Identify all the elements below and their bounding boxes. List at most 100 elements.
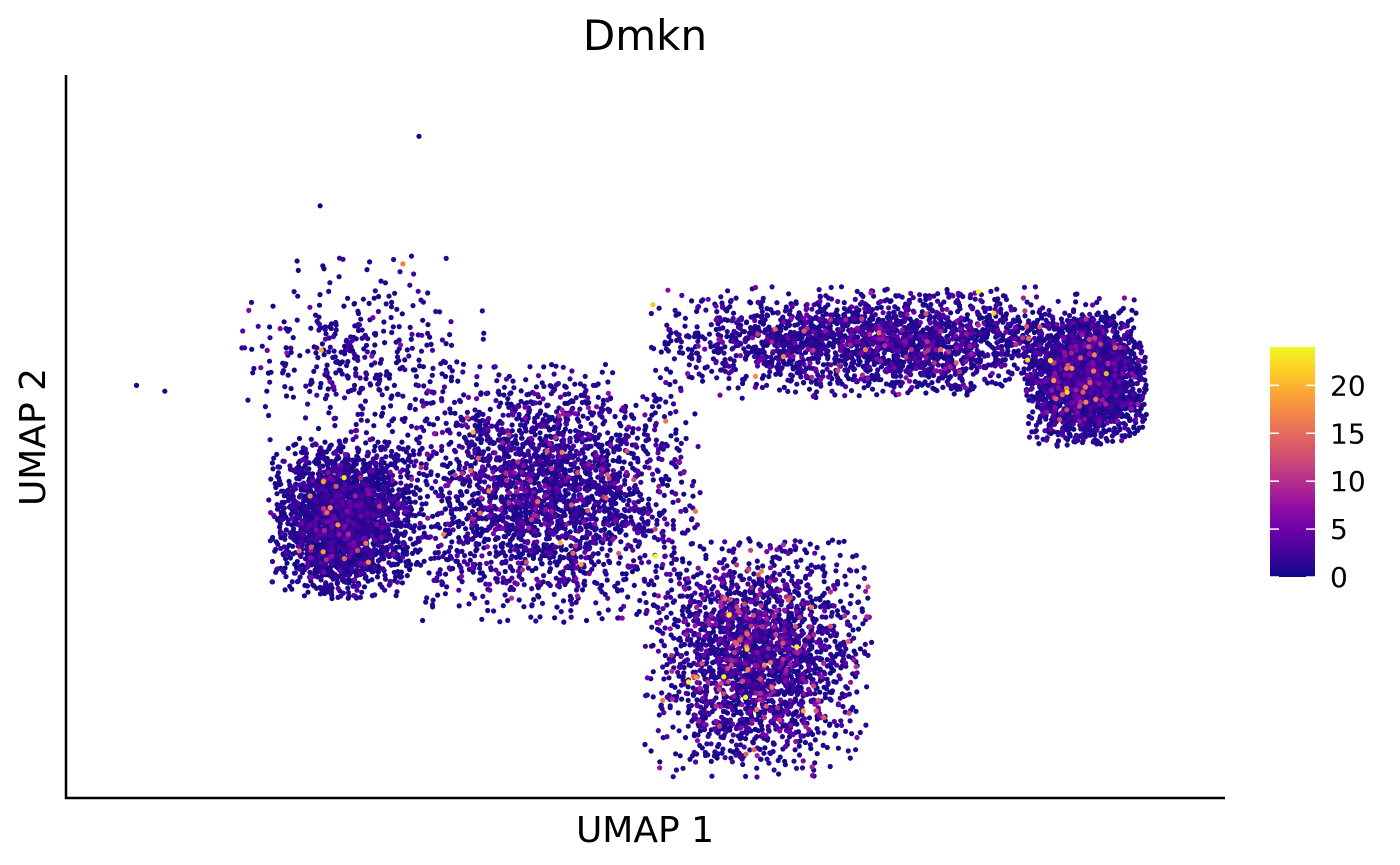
scatter-point xyxy=(748,300,754,306)
scatter-point xyxy=(430,597,436,603)
scatter-point xyxy=(509,422,515,428)
scatter-point xyxy=(708,539,714,545)
scatter-point xyxy=(627,490,633,496)
scatter-point xyxy=(456,603,462,609)
scatter-point xyxy=(478,390,484,396)
scatter-point xyxy=(296,435,303,442)
scatter-point xyxy=(427,379,433,385)
scatter-point xyxy=(420,317,426,323)
scatter-point xyxy=(694,697,700,703)
scatter-point xyxy=(381,319,387,325)
scatter-point xyxy=(487,406,493,412)
scatter-point xyxy=(762,745,768,751)
scatter-point xyxy=(389,487,395,493)
scatter-point xyxy=(509,535,515,542)
scatter-point xyxy=(709,368,715,374)
scatter-point xyxy=(920,302,926,308)
scatter-point xyxy=(731,310,737,316)
scatter-point xyxy=(338,449,344,455)
scatter-point xyxy=(366,300,372,306)
scatter-point xyxy=(583,617,590,624)
scatter-point xyxy=(485,446,491,452)
scatter-point xyxy=(1064,442,1070,448)
scatter-point xyxy=(567,428,573,434)
scatter-point xyxy=(250,370,256,376)
scatter-point xyxy=(781,384,787,390)
scatter-point xyxy=(1131,339,1137,345)
scatter-point xyxy=(1094,312,1100,318)
scatter-point xyxy=(322,439,328,445)
scatter-point xyxy=(531,596,537,603)
scatter-point xyxy=(417,495,423,501)
scatter-point xyxy=(427,334,433,340)
scatter-point xyxy=(270,466,276,472)
scatter-point xyxy=(442,373,449,380)
scatter-point xyxy=(1129,307,1135,313)
scatter-point xyxy=(435,592,441,598)
scatter-point xyxy=(680,559,686,565)
scatter-point xyxy=(399,439,405,445)
scatter-point xyxy=(1017,319,1023,325)
scatter-point xyxy=(364,267,370,273)
scatter-point xyxy=(374,574,381,580)
scatter-point xyxy=(661,676,667,682)
scatter-point xyxy=(414,477,421,483)
scatter-point xyxy=(361,584,368,590)
scatter-point xyxy=(399,580,405,586)
scatter-point xyxy=(568,608,574,614)
scatter-point xyxy=(690,493,696,499)
scatter-point xyxy=(668,433,674,439)
scatter-point xyxy=(664,614,670,621)
scatter-point xyxy=(388,314,394,321)
scatter-point xyxy=(678,344,684,350)
scatter-point xyxy=(406,495,412,501)
scatter-point xyxy=(623,532,629,538)
scatter-point xyxy=(319,341,325,347)
scatter-point xyxy=(806,386,813,392)
scatter-point xyxy=(825,540,832,546)
scatter-point xyxy=(481,330,487,336)
scatter-point xyxy=(408,336,414,342)
scatter-point xyxy=(662,652,668,659)
scatter-point xyxy=(826,722,833,728)
scatter-point xyxy=(292,561,298,567)
scatter-point xyxy=(518,388,524,394)
scatter-point xyxy=(855,626,862,632)
scatter-point xyxy=(1110,438,1116,444)
scatter-point xyxy=(369,577,375,583)
scatter-point xyxy=(378,413,385,419)
scatter-point xyxy=(848,593,854,599)
scatter-point xyxy=(650,477,656,483)
scatter-point xyxy=(857,729,863,736)
scatter-point xyxy=(601,561,607,568)
scatter-point xyxy=(264,388,270,394)
scatter-point xyxy=(430,513,436,519)
scatter-point xyxy=(751,571,757,577)
scatter-point xyxy=(345,295,351,301)
scatter-point xyxy=(502,568,508,575)
scatter-point xyxy=(650,669,656,675)
scatter-point xyxy=(317,203,323,209)
scatter-point xyxy=(449,539,455,545)
scatter-point xyxy=(813,377,819,384)
scatter-point xyxy=(463,526,469,532)
scatter-point xyxy=(485,536,492,543)
scatter-point xyxy=(380,405,386,411)
scatter-point xyxy=(686,662,692,668)
scatter-point xyxy=(541,364,547,370)
scatter-point xyxy=(341,303,347,309)
scatter-point xyxy=(285,372,291,378)
scatter-point xyxy=(849,731,855,737)
scatter-point xyxy=(599,616,605,622)
scatter-point xyxy=(563,547,569,553)
scatter-point xyxy=(674,437,680,443)
scatter-point xyxy=(844,372,850,379)
scatter-point xyxy=(162,388,168,394)
scatter-point xyxy=(270,303,276,309)
scatter-point xyxy=(460,361,467,367)
scatter-point xyxy=(345,585,351,591)
scatter-point xyxy=(284,560,290,566)
scatter-point xyxy=(325,386,331,392)
scatter-point xyxy=(477,570,483,576)
scatter-point xyxy=(301,593,307,599)
